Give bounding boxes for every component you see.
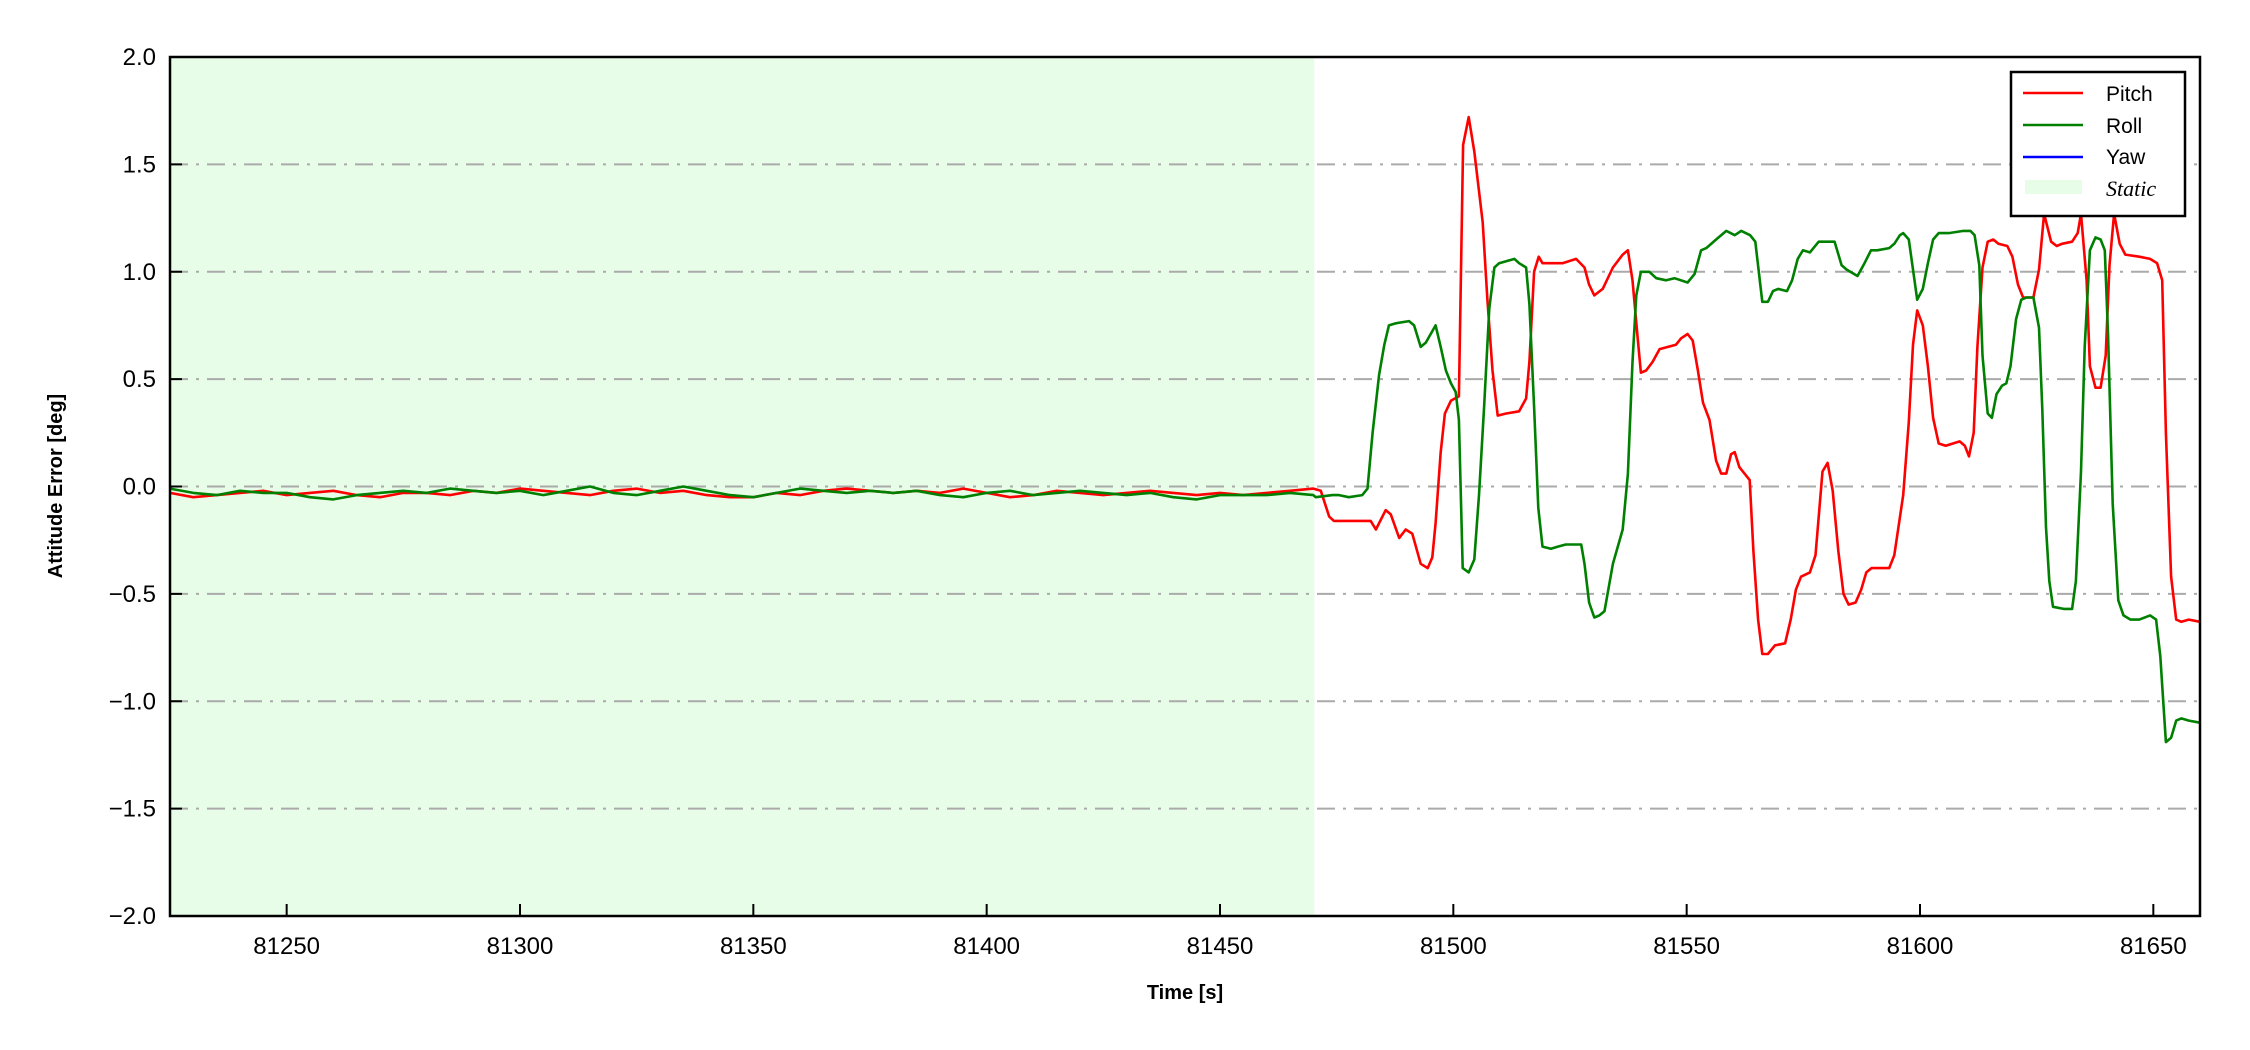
series-line-roll xyxy=(169,229,2201,744)
y-tick-label: 1.0 xyxy=(123,259,156,286)
tick-layer: 81250 81300 81350 81400 81450 81500 81550 81600… xyxy=(109,44,2187,960)
series-layer xyxy=(169,115,2201,744)
x-tick-label: 81500 xyxy=(1420,933,1487,960)
x-tick-label: 81350 xyxy=(720,933,787,960)
legend-label-static: Static xyxy=(2106,176,2156,201)
y-tick-label: −1.5 xyxy=(109,796,156,823)
x-tick-label: 81300 xyxy=(487,933,554,960)
legend-label-yaw: Yaw xyxy=(2106,146,2146,169)
y-tick-label: −1.0 xyxy=(109,688,156,715)
legend-label-roll: Roll xyxy=(2106,115,2142,138)
x-tick-label: 81400 xyxy=(953,933,1020,960)
y-tick-label: −2.0 xyxy=(109,903,156,930)
y-tick-label: 1.5 xyxy=(123,151,156,178)
legend: Pitch Roll Yaw Static xyxy=(2009,70,2187,218)
x-tick-label: 81600 xyxy=(1887,933,1954,960)
y-axis-label: Attitude Error [deg] xyxy=(45,394,67,578)
grid-layer xyxy=(170,163,2200,810)
legend-swatch-static xyxy=(2025,180,2082,194)
x-tick-label: 81450 xyxy=(1187,933,1254,960)
legend-label-pitch: Pitch xyxy=(2106,83,2153,106)
y-tick-label: 0.0 xyxy=(123,474,156,501)
x-tick-label: 81550 xyxy=(1653,933,1720,960)
y-tick-label: 2.0 xyxy=(123,44,156,71)
x-axis-label: Time [s] xyxy=(1147,982,1223,1004)
y-tick-label: −0.5 xyxy=(109,581,156,608)
y-tick-label: 0.5 xyxy=(123,366,156,393)
x-tick-label: 81250 xyxy=(253,933,320,960)
x-tick-label: 81650 xyxy=(2120,933,2187,960)
